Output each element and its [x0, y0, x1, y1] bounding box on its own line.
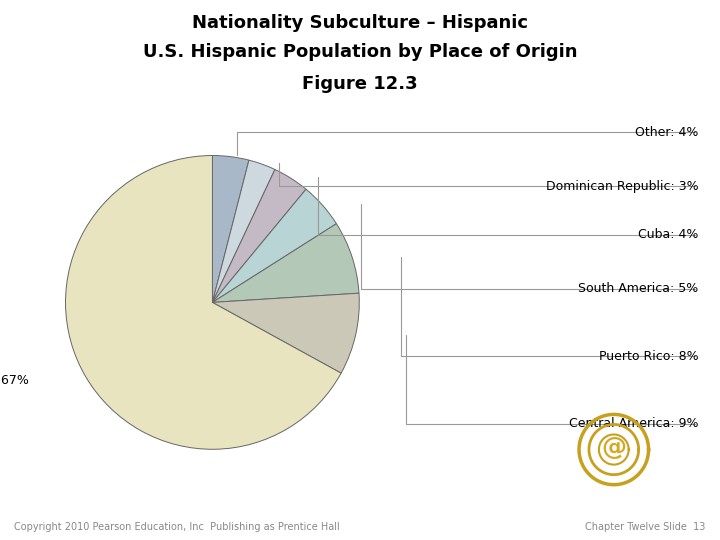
Text: @: @: [601, 436, 626, 460]
Text: Figure 12.3: Figure 12.3: [302, 75, 418, 92]
Wedge shape: [212, 189, 336, 302]
Text: Other: 4%: Other: 4%: [635, 126, 698, 139]
Text: Central America: 9%: Central America: 9%: [569, 417, 698, 430]
Text: Nationality Subculture – Hispanic: Nationality Subculture – Hispanic: [192, 14, 528, 31]
Text: Chapter Twelve Slide  13: Chapter Twelve Slide 13: [585, 522, 706, 532]
Text: Mexico: 67%: Mexico: 67%: [0, 374, 29, 387]
Wedge shape: [212, 160, 275, 302]
Wedge shape: [66, 156, 341, 449]
Text: U.S. Hispanic Population by Place of Origin: U.S. Hispanic Population by Place of Ori…: [143, 43, 577, 61]
Wedge shape: [212, 156, 249, 302]
Text: Puerto Rico: 8%: Puerto Rico: 8%: [599, 350, 698, 363]
Wedge shape: [212, 224, 359, 302]
Text: South America: 5%: South America: 5%: [578, 282, 698, 295]
Text: Dominican Republic: 3%: Dominican Republic: 3%: [546, 180, 698, 193]
Text: Copyright 2010 Pearson Education, Inc  Publishing as Prentice Hall: Copyright 2010 Pearson Education, Inc Pu…: [14, 522, 340, 532]
Wedge shape: [212, 293, 359, 373]
Text: Cuba: 4%: Cuba: 4%: [638, 228, 698, 241]
Wedge shape: [212, 170, 306, 302]
